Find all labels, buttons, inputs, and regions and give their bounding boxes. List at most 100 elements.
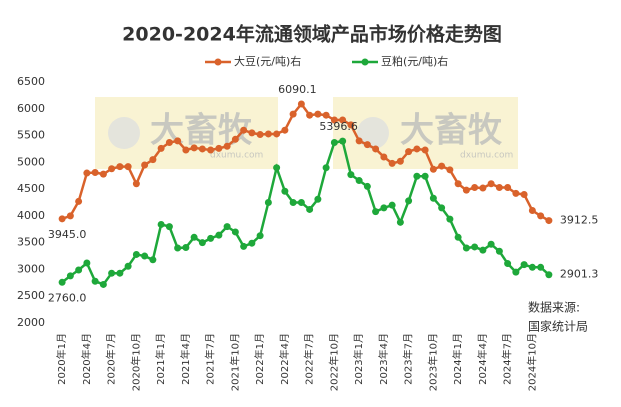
- data-point: [306, 111, 314, 119]
- x-tick-label: 2020年10月: [129, 333, 142, 391]
- x-tick-label: 2022年4月: [278, 333, 291, 385]
- data-point: [281, 126, 289, 134]
- data-point: [495, 184, 503, 192]
- data-point: [322, 111, 330, 119]
- data-point: [248, 129, 256, 137]
- data-point: [380, 204, 388, 212]
- data-point: [446, 166, 454, 174]
- data-point: [528, 207, 536, 215]
- data-point: [462, 186, 470, 194]
- watermark-logo: [357, 117, 389, 149]
- data-point: [528, 263, 536, 271]
- data-point: [438, 162, 446, 170]
- y-tick-label: 2500: [17, 289, 45, 302]
- data-point: [339, 137, 347, 145]
- data-point: [306, 205, 314, 213]
- data-point: [504, 184, 512, 192]
- data-label: 6090.1: [278, 83, 317, 96]
- data-point: [223, 223, 231, 231]
- data-point: [388, 159, 396, 167]
- x-tick-label: 2020年4月: [80, 333, 93, 385]
- watermark-url: dxumu.com: [460, 151, 513, 161]
- data-point: [438, 204, 446, 212]
- data-point: [182, 146, 190, 154]
- data-point: [264, 130, 272, 138]
- data-point: [273, 130, 281, 138]
- data-point: [124, 262, 132, 270]
- x-tick-label: 2023年1月: [352, 333, 365, 385]
- data-point: [132, 180, 140, 188]
- data-point: [58, 215, 66, 223]
- data-point: [281, 187, 289, 195]
- data-point: [330, 139, 338, 147]
- data-point: [174, 244, 182, 252]
- x-tick-label: 2021年1月: [154, 333, 167, 385]
- data-point: [339, 116, 347, 124]
- data-point: [520, 190, 528, 198]
- data-point: [149, 156, 157, 164]
- x-tick-label: 2021年10月: [228, 333, 241, 391]
- data-point: [545, 271, 553, 279]
- chart-title: 2020-2024年流通领域产品市场价格走势图: [122, 23, 502, 46]
- data-point: [314, 195, 322, 203]
- y-tick-label: 2000: [17, 316, 45, 329]
- x-tick-label: 2023年10月: [426, 333, 439, 391]
- data-point: [215, 231, 223, 239]
- data-point: [157, 144, 165, 152]
- data-label: 3945.0: [48, 228, 87, 241]
- data-point: [512, 268, 520, 276]
- data-point: [471, 184, 479, 192]
- data-point: [495, 247, 503, 255]
- data-point: [248, 239, 256, 247]
- data-point: [396, 218, 404, 226]
- watermark-logo: [108, 117, 140, 149]
- data-point: [372, 208, 380, 216]
- data-point: [182, 243, 190, 251]
- data-point: [91, 169, 99, 177]
- data-point: [363, 182, 371, 190]
- x-tick-label: 2023年7月: [402, 333, 415, 385]
- data-point: [421, 172, 429, 180]
- data-point: [454, 233, 462, 241]
- data-point: [413, 145, 421, 153]
- y-tick-label: 3000: [17, 262, 45, 275]
- data-point: [66, 212, 74, 220]
- data-point: [198, 145, 206, 153]
- data-point: [240, 242, 248, 250]
- data-point: [446, 215, 454, 223]
- y-tick-label: 4500: [17, 182, 45, 195]
- data-point: [545, 217, 553, 225]
- data-point: [289, 110, 297, 118]
- data-point: [347, 171, 355, 179]
- data-point: [289, 199, 297, 206]
- data-point: [240, 126, 248, 134]
- data-point: [91, 277, 99, 285]
- data-point: [108, 165, 116, 173]
- data-point: [132, 250, 140, 258]
- data-point: [75, 197, 83, 205]
- data-point: [256, 232, 264, 240]
- data-point: [190, 144, 198, 152]
- data-point: [207, 146, 215, 154]
- data-point: [116, 163, 124, 171]
- data-point: [108, 269, 116, 277]
- data-point: [99, 280, 107, 288]
- data-point: [99, 170, 107, 178]
- data-point: [363, 141, 371, 149]
- data-point: [297, 100, 305, 108]
- data-point: [429, 194, 437, 202]
- source-note: 国家统计局: [528, 319, 588, 334]
- x-tick-label: 2021年7月: [204, 333, 217, 385]
- data-point: [372, 145, 380, 153]
- legend-marker: [214, 58, 222, 66]
- data-point: [413, 172, 421, 180]
- legend-label: 豆粕(元/吨)右: [381, 54, 448, 68]
- data-point: [83, 259, 91, 267]
- data-point: [405, 197, 413, 205]
- x-tick-label: 2024年1月: [451, 333, 464, 385]
- y-tick-label: 3500: [17, 236, 45, 249]
- data-point: [537, 212, 545, 220]
- x-tick-label: 2022年10月: [327, 333, 340, 391]
- data-point: [231, 135, 239, 143]
- legend-label: 大豆(元/吨)右: [234, 54, 301, 68]
